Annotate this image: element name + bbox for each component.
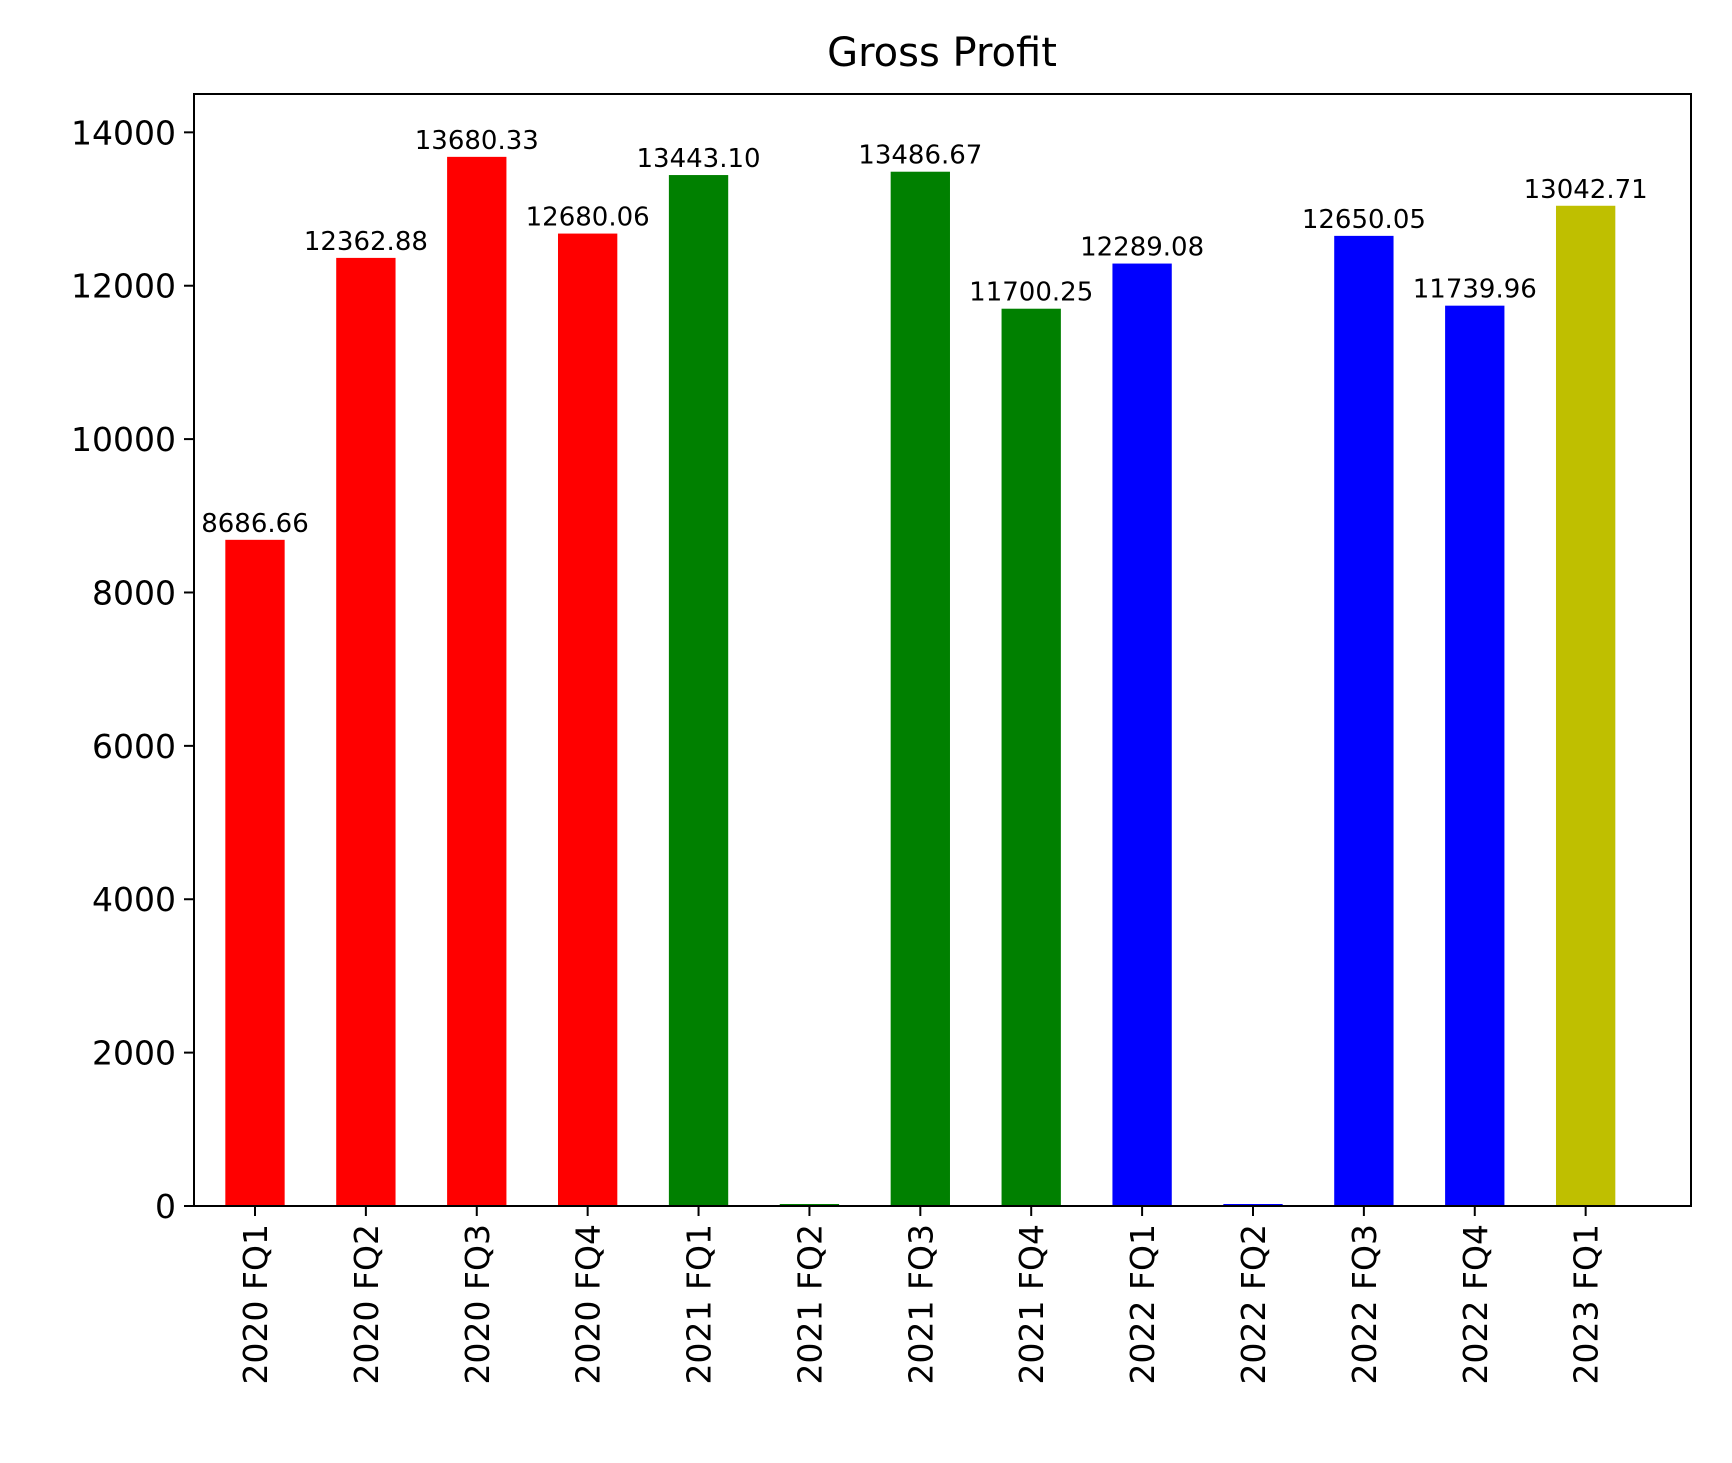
y-axis: 0 2000 4000 6000 8000 10000 12000 14000	[71, 113, 194, 1226]
bar-value-label: 11700.25	[969, 278, 1093, 308]
x-tick-label: 2022 FQ2	[1234, 1224, 1273, 1384]
bar-value-label: 12650.05	[1302, 205, 1426, 235]
x-tick-label: 2022 FQ1	[1123, 1224, 1162, 1384]
y-tick-label: 10000	[71, 420, 176, 459]
y-tick-label: 4000	[92, 880, 176, 919]
x-tick-label: 2021 FQ2	[790, 1224, 829, 1384]
bar-value-label: 11739.96	[1413, 275, 1537, 305]
bar	[1112, 263, 1172, 1206]
bar	[1445, 305, 1505, 1206]
bar-value-label: 8686.66	[201, 509, 309, 539]
x-axis: 2020 FQ1 2020 FQ2 2020 FQ3 2020 FQ4 2021 FQ1…	[236, 1206, 1606, 1384]
bar-value-label: 13443.10	[637, 144, 761, 174]
y-tick-label: 14000	[71, 113, 176, 152]
bar-value-label: 12289.08	[1080, 233, 1204, 263]
y-tick-label: 6000	[92, 727, 176, 766]
bar	[1334, 235, 1394, 1207]
bar	[1555, 205, 1616, 1207]
bar-value-label: 13042.71	[1524, 175, 1648, 205]
x-tick-label: 2021 FQ1	[680, 1224, 719, 1384]
bar-value-label: 12680.06	[526, 203, 650, 233]
bar	[557, 233, 618, 1207]
y-tick-label: 2000	[92, 1034, 176, 1073]
x-tick-label: 2020 FQ1	[236, 1224, 275, 1384]
x-tick-label: 2020 FQ2	[347, 1224, 386, 1384]
x-tick-label: 2021 FQ4	[1012, 1224, 1051, 1384]
bar-value-label: 13680.33	[415, 126, 539, 156]
bar	[1001, 308, 1061, 1206]
x-tick-label: 2020 FQ3	[458, 1224, 497, 1384]
bar	[447, 156, 507, 1206]
bar	[890, 171, 950, 1207]
data-labels: 8686.66 12362.88 13680.33 12680.06 13443.10 1…	[201, 126, 1647, 539]
y-tick-label: 12000	[71, 267, 176, 306]
bars	[225, 156, 1616, 1207]
bar-value-label: 12362.88	[304, 227, 428, 257]
x-tick-label: 2022 FQ4	[1456, 1224, 1495, 1384]
x-tick-label: 2020 FQ4	[569, 1224, 608, 1384]
bar	[225, 539, 285, 1206]
x-tick-label: 2022 FQ3	[1345, 1224, 1384, 1384]
x-tick-label: 2021 FQ3	[901, 1224, 940, 1384]
x-tick-label: 2023 FQ1	[1567, 1224, 1606, 1384]
plot-area-frame	[193, 93, 1692, 1207]
y-tick-label: 8000	[92, 573, 176, 612]
y-tick-label: 0	[155, 1187, 176, 1226]
bar	[336, 257, 396, 1206]
bar-value-label: 13486.67	[858, 141, 982, 171]
chart-title: Gross Profit	[827, 30, 1057, 76]
bar	[668, 175, 729, 1206]
